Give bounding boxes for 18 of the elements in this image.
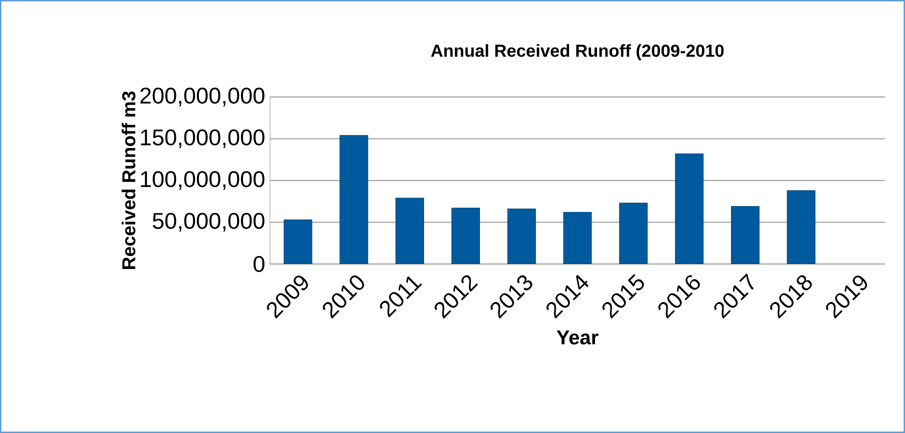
chart-title: Annual Received Runoff (2009-2010	[431, 44, 724, 60]
bar	[507, 208, 536, 264]
y-tick-label: 150,000,000	[140, 129, 264, 148]
y-tick-label: 0	[254, 256, 264, 272]
bar	[451, 208, 480, 264]
bar	[786, 190, 816, 264]
x-axis-title: Year	[556, 330, 598, 344]
bar	[619, 202, 648, 264]
bar	[396, 198, 424, 264]
y-axis-title: Received Runoff m3	[122, 91, 136, 269]
bar	[675, 154, 704, 264]
y-tick-label: 200,000,000	[140, 88, 264, 106]
bar	[730, 206, 760, 264]
y-tick-label: 100,000,000	[140, 171, 264, 190]
bar	[340, 135, 368, 264]
y-tick-label: 50,000,000	[152, 212, 264, 232]
bar	[284, 219, 312, 264]
bar	[563, 212, 592, 264]
